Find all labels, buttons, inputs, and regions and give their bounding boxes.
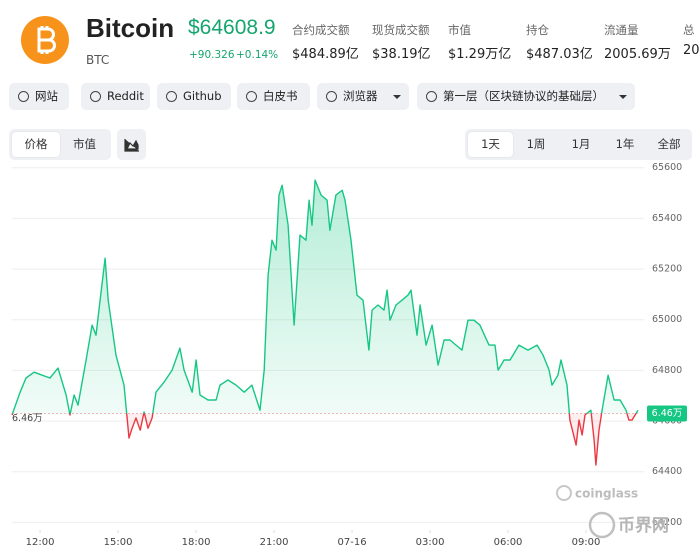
link-button[interactable]: 第一层（区块链协议的基础层） (417, 83, 634, 110)
coin-logo (21, 16, 69, 64)
coin-price: $64608.9 (188, 16, 276, 39)
y-tick-label: 65400 (652, 213, 682, 224)
last-price-tag (647, 405, 687, 422)
link-label: 网站 (35, 89, 58, 103)
baseline-label: 6.46万 (12, 413, 43, 424)
dropdown-icon (393, 95, 401, 99)
area-fill (12, 180, 638, 466)
x-tick-label: 12:00 (26, 537, 55, 548)
chart-tab[interactable]: 市值 (73, 137, 96, 151)
link-icon (90, 91, 101, 102)
x-tick-label: 21:00 (260, 537, 289, 548)
link-label: 浏览器 (343, 89, 378, 103)
stat-label: 合约成交额 (292, 23, 350, 37)
range-tab[interactable]: 全部 (657, 137, 681, 151)
price-change-pct: +0.14% (236, 49, 279, 61)
link-label: Github (183, 89, 222, 103)
stat-value: $1.29万亿 (448, 47, 512, 62)
stat-value: $487.03亿 (526, 47, 593, 62)
range-tab[interactable]: 1年 (615, 137, 635, 151)
last-price-label: 6.46万 (652, 408, 683, 419)
site-watermark: 币界网 (618, 516, 669, 536)
x-tick-label: 07-16 (338, 537, 367, 548)
chart-tab[interactable]: 价格 (12, 132, 60, 157)
link-icon (18, 91, 29, 102)
stat-value: 20 (683, 43, 699, 58)
coin-name: Bitcoin (86, 13, 175, 43)
range-tab[interactable]: 1周 (526, 137, 546, 151)
x-tick-label: 09:00 (572, 537, 601, 548)
x-tick-label: 03:00 (416, 537, 445, 548)
dropdown-button[interactable] (385, 83, 409, 110)
link-icon (166, 91, 177, 102)
link-icon (326, 91, 337, 102)
link-label: Reddit (107, 89, 144, 103)
link-label: 第一层（区块链协议的基础层） (443, 89, 604, 103)
stat-label: 市值 (448, 23, 471, 37)
x-tick-label: 15:00 (104, 537, 133, 548)
site-logo (588, 511, 616, 539)
stat-label: 总 (683, 23, 695, 37)
stat-value: $38.19亿 (372, 47, 431, 62)
dropdown-icon (619, 95, 627, 99)
dropdown-button[interactable] (611, 83, 635, 110)
stat-label: 现货成交额 (372, 23, 430, 37)
link-button[interactable]: 网站 (9, 83, 69, 110)
link-button[interactable]: Reddit (81, 83, 150, 110)
chart-watermark: coinglass (575, 487, 638, 501)
watermark-icon (556, 485, 572, 501)
stat-label: 持仓 (526, 23, 549, 37)
price-line (11, 179, 639, 466)
link-icon (426, 91, 437, 102)
x-tick-label: 06:00 (494, 537, 523, 548)
range-tab[interactable]: 1月 (571, 137, 591, 151)
y-tick-label: 64800 (652, 365, 682, 376)
y-tick-label: 65600 (652, 162, 682, 173)
y-tick-label: 65000 (652, 314, 682, 325)
link-icon (246, 91, 257, 102)
stat-value: 2005.69万 (604, 47, 671, 62)
coin-symbol: BTC (86, 53, 110, 67)
link-button[interactable]: Github (157, 83, 231, 110)
chart-style-icon (124, 139, 139, 152)
stat-value: $484.89亿 (292, 47, 359, 62)
link-button[interactable]: 白皮书 (237, 83, 310, 110)
chart-style-button[interactable] (117, 129, 146, 160)
stat-label: 流通量 (604, 23, 639, 37)
y-tick-label: 65200 (652, 264, 682, 275)
link-label: 白皮书 (263, 89, 298, 103)
y-tick-label: 64200 (652, 517, 682, 528)
y-tick-label: 64400 (652, 466, 682, 477)
price-change: +90.326 (189, 49, 235, 61)
x-tick-label: 18:00 (182, 537, 211, 548)
range-tab[interactable]: 1天 (468, 132, 513, 157)
